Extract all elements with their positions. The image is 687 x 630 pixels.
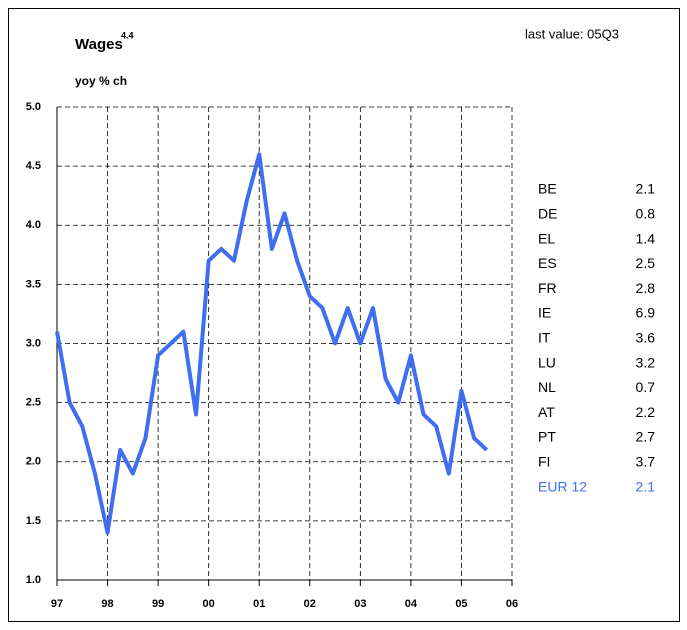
table-value: 3.7 (636, 454, 656, 470)
data-line (55, 152, 489, 535)
table-value: 2.8 (636, 280, 656, 296)
x-tick-label: 97 (51, 598, 63, 610)
x-tick-label: 03 (354, 598, 366, 610)
x-tick-label: 05 (455, 598, 467, 610)
y-tick-label: 3.5 (26, 278, 41, 290)
table-value: 3.6 (636, 330, 656, 346)
table-label: EL (538, 230, 555, 246)
y-tick-label: 4.0 (26, 219, 41, 231)
table-value: 1.4 (636, 230, 656, 246)
table-label: NL (538, 379, 556, 395)
table-value: 3.2 (636, 354, 656, 370)
table-value: 2.1 (636, 478, 656, 494)
table-label: ES (538, 255, 557, 271)
y-tick-label: 1.5 (26, 515, 41, 527)
table-label: EUR 12 (538, 478, 587, 494)
y-tick-label: 2.5 (26, 397, 41, 409)
annotation: last value: 05Q3 (525, 26, 619, 41)
table-value: 2.5 (636, 255, 656, 271)
table-label: AT (538, 404, 555, 420)
table-label: IT (538, 330, 551, 346)
x-tick-label: 02 (304, 598, 316, 610)
table-label: IE (538, 305, 551, 321)
table-label: BE (538, 181, 557, 197)
x-tick-label: 06 (506, 598, 518, 610)
y-tick-label: 2.0 (26, 456, 41, 468)
y-tick-label: 4.5 (26, 160, 41, 172)
y-tick-label: 1.0 (26, 574, 41, 586)
table-value: 6.9 (636, 305, 656, 321)
table-value: 2.1 (636, 181, 656, 197)
table-label: LU (538, 354, 556, 370)
x-tick-label: 04 (405, 598, 418, 610)
table-value: 0.8 (636, 206, 656, 222)
table-label: DE (538, 206, 557, 222)
table-value: 2.7 (636, 429, 656, 445)
table-label: PT (538, 429, 556, 445)
subtitle: yoy % ch (75, 74, 127, 88)
table-label: FI (538, 454, 550, 470)
table-label: FR (538, 280, 557, 296)
chart-title: Wages (75, 36, 123, 53)
table-value: 0.7 (636, 379, 656, 395)
x-tick-label: 99 (152, 598, 164, 610)
y-tick-label: 5.0 (26, 101, 41, 113)
x-tick-label: 98 (101, 598, 113, 610)
title-note: 4.4 (121, 30, 134, 40)
x-tick-label: 00 (203, 598, 215, 610)
y-tick-label: 3.0 (26, 337, 41, 349)
x-tick-label: 01 (253, 598, 265, 610)
table-value: 2.2 (636, 404, 656, 420)
